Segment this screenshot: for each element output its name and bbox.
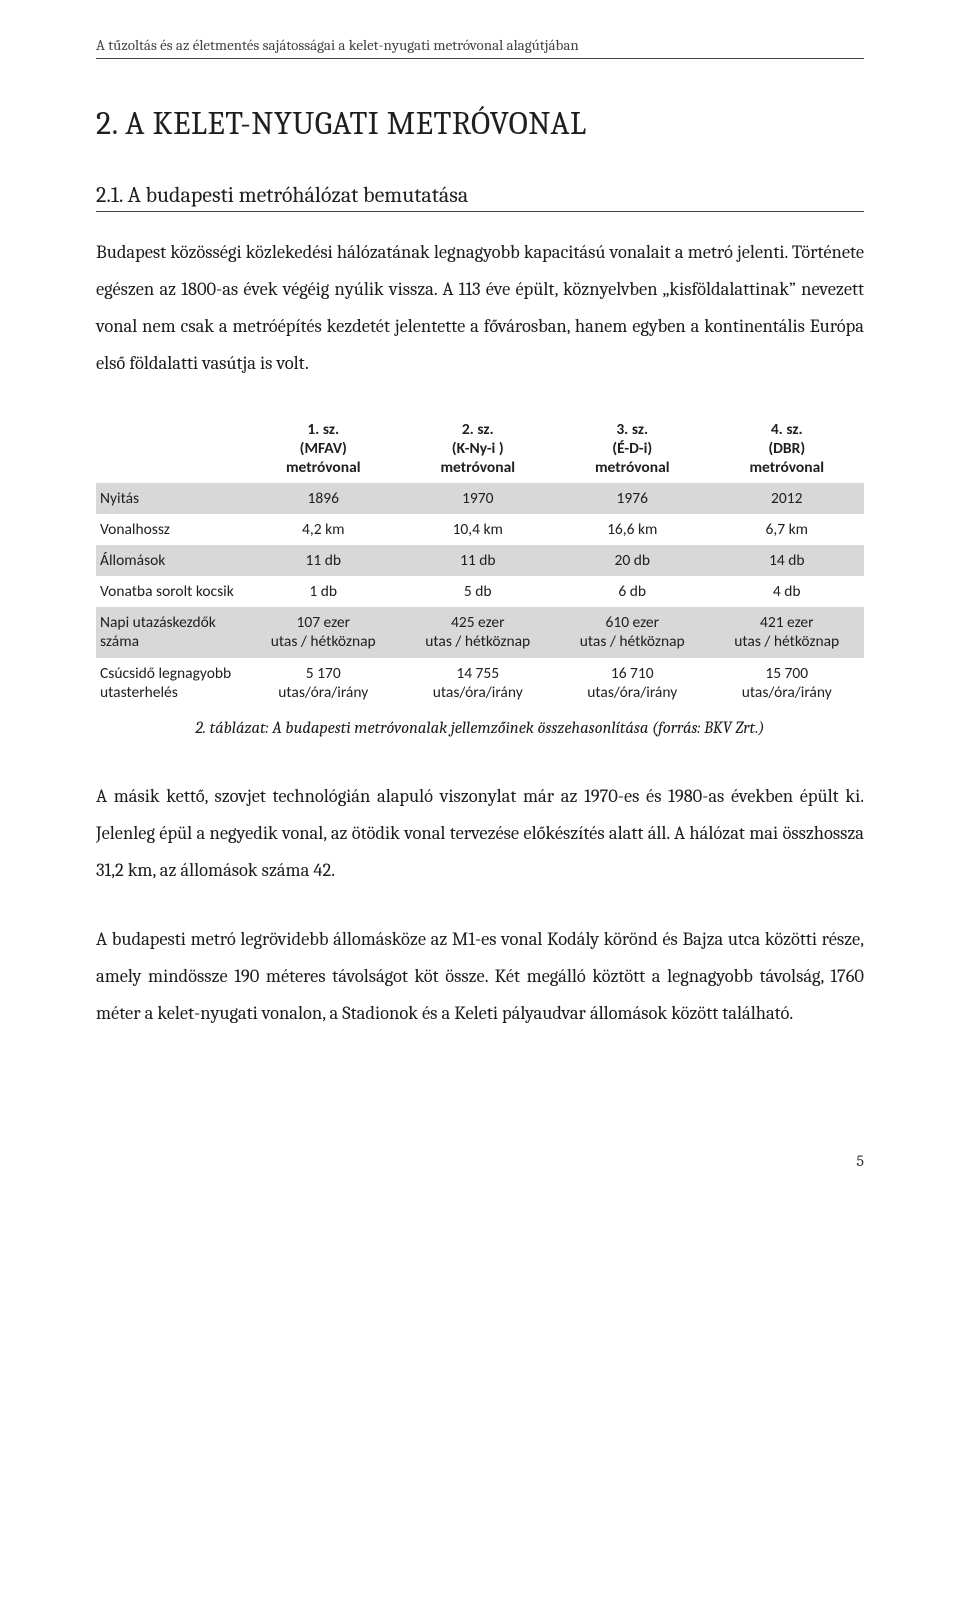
table-row: Vonatba sorolt kocsik1 db5 db6 db4 db: [96, 576, 864, 607]
table-cell: 5 170utas/óra/irány: [246, 658, 401, 709]
paragraph-3: A budapesti metró legrövidebb állomásköz…: [96, 921, 864, 1032]
table-cell: 15 700utas/óra/irány: [710, 658, 865, 709]
row-label: Csúcsidő legnagyobb utasterhelés: [96, 658, 246, 709]
row-label: Vonatba sorolt kocsik: [96, 576, 246, 607]
table-cell: 4 db: [710, 576, 865, 607]
table-row: Állomások11 db11 db20 db14 db: [96, 545, 864, 576]
table-cell: 6,7 km: [710, 514, 865, 545]
page-number: 5: [96, 1152, 864, 1170]
table-cell: 1976: [555, 483, 710, 514]
table-cell: 16,6 km: [555, 514, 710, 545]
table-cell: 4,2 km: [246, 514, 401, 545]
table-header-row: 1. sz. (MFAV) metróvonal 2. sz. (K-Ny-i …: [96, 414, 864, 483]
table-row: Nyitás1896197019762012: [96, 483, 864, 514]
col-header-3: 3. sz. (É-D-i) metróvonal: [555, 414, 710, 483]
row-label: Nyitás: [96, 483, 246, 514]
section-title: 2. A KELET-NYUGATI METRÓVONAL: [96, 105, 864, 142]
paragraph-2: A másik kettő, szovjet technológián alap…: [96, 778, 864, 889]
table-row: Vonalhossz4,2 km10,4 km16,6 km6,7 km: [96, 514, 864, 545]
table-cell: 11 db: [401, 545, 556, 576]
row-label: Vonalhossz: [96, 514, 246, 545]
table-cell: 20 db: [555, 545, 710, 576]
paragraph-1: Budapest közösségi közlekedési hálózatán…: [96, 234, 864, 382]
col-header-1: 1. sz. (MFAV) metróvonal: [246, 414, 401, 483]
table-cell: 11 db: [246, 545, 401, 576]
table-cell: 6 db: [555, 576, 710, 607]
table-cell: 14 db: [710, 545, 865, 576]
table-cell: 610 ezerutas / hétköznap: [555, 607, 710, 658]
col-header-4: 4. sz. (DBR) metróvonal: [710, 414, 865, 483]
table-cell: 5 db: [401, 576, 556, 607]
table-cell: 1 db: [246, 576, 401, 607]
table-cell: 14 755utas/óra/irány: [401, 658, 556, 709]
table-corner-cell: [96, 414, 246, 483]
table-caption: 2. táblázat: A budapesti metróvonalak je…: [96, 719, 864, 738]
table-row: Csúcsidő legnagyobb utasterhelés5 170uta…: [96, 658, 864, 709]
metro-comparison-table: 1. sz. (MFAV) metróvonal 2. sz. (K-Ny-i …: [96, 414, 864, 709]
subsection-title: 2.1. A budapesti metróhálózat bemutatása: [96, 182, 864, 212]
running-header: A tűzoltás és az életmentés sajátosságai…: [96, 36, 864, 59]
col-header-2: 2. sz. (K-Ny-i ) metróvonal: [401, 414, 556, 483]
table-cell: 1896: [246, 483, 401, 514]
table-cell: 10,4 km: [401, 514, 556, 545]
table-cell: 2012: [710, 483, 865, 514]
row-label: Állomások: [96, 545, 246, 576]
table-cell: 107 ezerutas / hétköznap: [246, 607, 401, 658]
table-cell: 1970: [401, 483, 556, 514]
table-cell: 421 ezerutas / hétköznap: [710, 607, 865, 658]
table-row: Napi utazáskezdők száma107 ezerutas / hé…: [96, 607, 864, 658]
table-cell: 16 710utas/óra/irány: [555, 658, 710, 709]
table-cell: 425 ezerutas / hétköznap: [401, 607, 556, 658]
row-label: Napi utazáskezdők száma: [96, 607, 246, 658]
